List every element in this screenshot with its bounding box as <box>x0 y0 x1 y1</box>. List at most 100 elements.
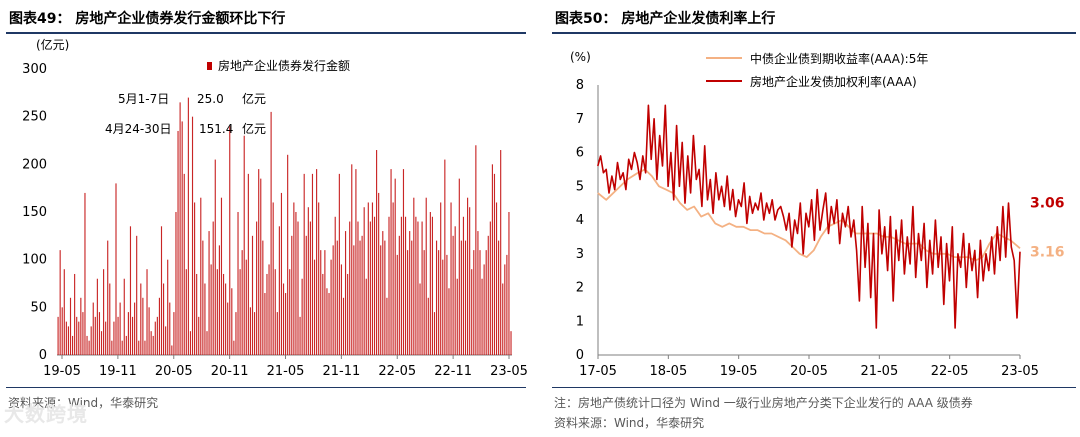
series-end-label-0: 3.16 <box>1030 244 1065 260</box>
y-tick-label-7: 7 <box>576 112 584 127</box>
bar-46 <box>152 335 154 355</box>
bar-117 <box>299 316 301 355</box>
bar-39 <box>138 340 140 355</box>
y-tick-label-4: 200 <box>22 157 47 172</box>
bar-3 <box>63 269 65 355</box>
bar-150 <box>367 202 369 355</box>
series-line-0 <box>597 168 1021 262</box>
bar-213 <box>498 240 500 355</box>
bar-25 <box>109 283 111 355</box>
bar-82 <box>227 302 229 355</box>
bar-176 <box>421 221 423 355</box>
bar-13 <box>84 192 86 355</box>
bar-116 <box>297 221 299 355</box>
bar-108 <box>280 192 283 355</box>
bar-189 <box>448 288 450 355</box>
bar-177 <box>423 250 425 355</box>
bar-69 <box>200 197 202 355</box>
x-tick-label-5: 21-11 <box>322 364 360 379</box>
bar-211 <box>493 173 496 355</box>
bar-36 <box>131 316 134 355</box>
bar-103 <box>270 111 272 356</box>
bar-111 <box>287 154 289 355</box>
bar-107 <box>278 226 280 355</box>
bar-184 <box>438 250 440 355</box>
y-tick-label-2: 100 <box>22 253 47 268</box>
y-tick-label-0: 0 <box>39 348 47 363</box>
bar-28 <box>115 183 117 355</box>
bar-132 <box>330 259 332 355</box>
x-tick-label-8: 23-05 <box>490 364 528 379</box>
bar-164 <box>396 254 398 355</box>
bar-94 <box>251 235 254 355</box>
x-tick-label-3: 20-11 <box>211 364 249 379</box>
bar-47 <box>154 321 156 355</box>
bar-173 <box>415 216 417 355</box>
bar-182 <box>433 312 436 355</box>
bar-159 <box>386 297 388 355</box>
y-tick-label-6: 6 <box>576 146 584 161</box>
left-panel: 图表49： 房地产企业债券发行金额环比下行 (亿元) 0 50 100 150 200 25… <box>0 0 530 437</box>
annotation-1-unit: 亿元 <box>242 91 266 106</box>
bar-51 <box>162 283 165 355</box>
x-tick-label-0: 19-05 <box>43 364 81 379</box>
bar-145 <box>357 221 359 355</box>
bar-93 <box>249 307 251 355</box>
bar-31 <box>121 340 123 355</box>
bar-118 <box>301 278 303 355</box>
right-source: 资料来源：Wind，华泰研究 <box>554 416 705 430</box>
annotation-2-value: 151.4 <box>199 122 233 136</box>
x-tick-label-4: 21-05 <box>267 364 305 379</box>
watermark-logo: 大数跨境 <box>4 402 88 426</box>
bar-212 <box>495 202 498 355</box>
bar-206 <box>483 264 485 355</box>
bar-121 <box>307 207 309 355</box>
bar-158 <box>384 240 386 355</box>
bar-48 <box>156 316 158 355</box>
bar-217 <box>506 254 508 355</box>
x-tick-label-1: 18-05 <box>649 364 687 379</box>
bar-29 <box>117 316 119 355</box>
bar-95 <box>253 312 256 355</box>
series-end-label-1: 3.06 <box>1030 196 1065 212</box>
bar-10 <box>78 321 80 355</box>
annotation-1-label: 5月1-7日 <box>118 92 169 106</box>
x-tick-label-4: 21-05 <box>860 364 898 379</box>
bar-114 <box>293 202 295 355</box>
bar-43 <box>146 269 148 355</box>
bar-87 <box>237 212 239 355</box>
bar-17 <box>92 302 94 355</box>
bar-33 <box>125 335 127 355</box>
right-chart-title: 图表50： 房地产企业发债利率上行 <box>555 11 776 27</box>
bar-115 <box>295 212 297 355</box>
bar-91 <box>245 259 247 355</box>
bar-135 <box>336 240 338 355</box>
x-tick-label-1: 19-11 <box>99 364 137 379</box>
bar-141 <box>349 221 351 355</box>
bar-102 <box>268 264 270 355</box>
bar-167 <box>402 169 405 355</box>
y-tick-label-3: 3 <box>576 247 584 262</box>
bar-5 <box>67 326 69 355</box>
bar-106 <box>276 312 278 355</box>
bar-66 <box>194 202 196 355</box>
bar-83 <box>229 126 231 355</box>
bar-54 <box>169 302 171 355</box>
bar-190 <box>450 202 452 355</box>
right-title-rule <box>552 32 1076 34</box>
y-tick-label-1: 50 <box>30 300 47 315</box>
left-bottom-rule <box>6 387 526 388</box>
bar-147 <box>361 235 363 355</box>
bar-161 <box>390 169 392 355</box>
bar-171 <box>411 240 413 355</box>
bar-140 <box>347 273 349 355</box>
bar-162 <box>392 202 394 355</box>
bar-156 <box>380 245 382 355</box>
bar-168 <box>404 216 407 355</box>
right-note: 注：房地产债统计口径为 Wind 一级行业房地产分类下企业发行的 AAA 级债券 <box>554 396 973 410</box>
legend-label-1: 房地产企业发债加权利率(AAA) <box>750 74 917 89</box>
bar-41 <box>142 297 144 355</box>
bar-68 <box>198 316 200 355</box>
bar-81 <box>225 283 227 355</box>
bar-78 <box>218 245 220 355</box>
